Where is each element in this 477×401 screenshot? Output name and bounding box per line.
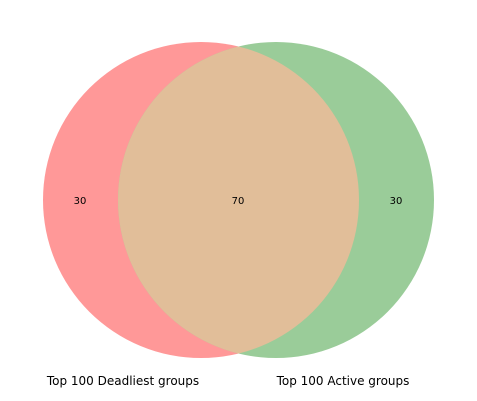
only-b-count: 30 [390, 196, 403, 207]
set-a-label: Top 100 Deadliest groups [46, 374, 199, 388]
set-b-label: Top 100 Active groups [276, 374, 410, 388]
overlap-count: 70 [232, 196, 245, 207]
only-a-count: 30 [74, 196, 87, 207]
